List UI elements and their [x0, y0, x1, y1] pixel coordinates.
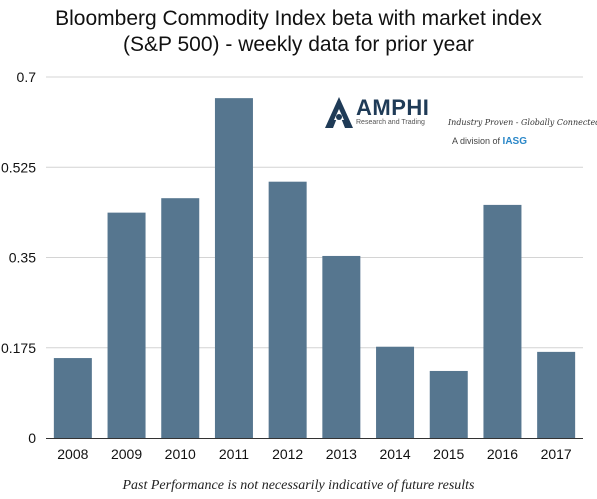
y-tick-label: 0.525 [1, 159, 36, 175]
chart-title-line-2: (S&P 500) - weekly data for prior year [123, 33, 474, 56]
bar [483, 204, 522, 438]
x-tick-label: 2017 [541, 446, 572, 462]
x-tick-label: 2014 [379, 446, 410, 462]
footnote: Past Performance is not necessarily indi… [122, 478, 475, 493]
x-tick-label: 2008 [57, 446, 88, 462]
x-tick-label: 2011 [219, 446, 249, 462]
bar [268, 181, 307, 438]
logo-division-brand: IASG [502, 136, 527, 147]
bar [214, 98, 253, 438]
logo-subtitle: Research and Trading [356, 119, 425, 126]
amphi-logo-icon [325, 97, 353, 128]
bar [107, 212, 146, 438]
y-tick-label: 0.35 [9, 250, 36, 266]
y-tick-label: 0 [28, 430, 36, 446]
bar [429, 370, 468, 438]
logo-division: A division of IASG [452, 136, 527, 147]
bar [376, 346, 415, 438]
bar [537, 351, 576, 438]
x-tick-label: 2013 [326, 446, 357, 462]
x-tick-label: 2010 [165, 446, 196, 462]
y-tick-label: 0.175 [1, 340, 36, 356]
chart-title-line-1: Bloomberg Commodity Index beta with mark… [55, 7, 542, 30]
x-tick-label: 2012 [272, 446, 303, 462]
y-tick-label: 0.7 [17, 69, 37, 85]
logo-division-prefix: A division of [452, 136, 501, 146]
bar [161, 198, 200, 438]
amphi-logo: AMPHI Research and Trading Industry Prov… [324, 95, 597, 152]
logo-tagline: Industry Proven - Globally Connected [448, 118, 597, 127]
bar [53, 358, 92, 438]
x-tick-label: 2009 [111, 446, 142, 462]
x-tick-label: 2016 [487, 446, 518, 462]
bar-chart: 0 0.175 0.35 0.525 0.7 2008 2009 2010 2011 2012 20… [1, 69, 583, 462]
bar [322, 255, 361, 438]
x-tick-label: 2015 [433, 446, 464, 462]
logo-name: AMPHI [356, 95, 430, 120]
